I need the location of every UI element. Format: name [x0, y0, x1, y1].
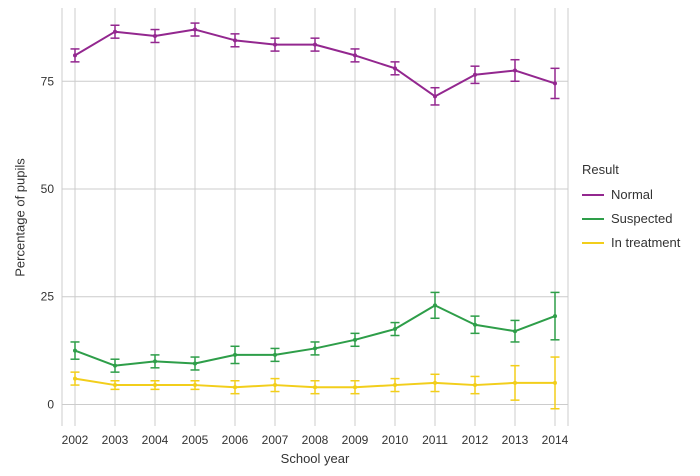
legend-item: Suspected [582, 211, 680, 226]
y-axis-title: Percentage of pupils [12, 158, 28, 277]
x-tick-label: 2002 [62, 433, 89, 447]
y-tick-label: 0 [47, 397, 54, 411]
legend-item-label: In treatment [611, 235, 681, 250]
y-tick-label: 25 [41, 290, 55, 304]
series-in-treatment [70, 356, 560, 410]
x-tick-label: 2013 [502, 433, 529, 447]
legend-item-label: Normal [611, 187, 653, 202]
x-tick-label: 2010 [382, 433, 409, 447]
legend-item: Normal [582, 187, 680, 202]
x-tick-label: 2005 [182, 433, 209, 447]
x-tick-label: 2014 [542, 433, 569, 447]
x-tick-label: 2009 [342, 433, 369, 447]
legend-items: Normal Suspected In treatment [582, 187, 680, 250]
y-tick-label: 75 [41, 74, 55, 88]
x-tick-label: 2007 [262, 433, 289, 447]
x-tick-label: 2008 [302, 433, 329, 447]
x-axis-title: School year [280, 451, 350, 466]
legend: Result Normal Suspected In treatment [582, 162, 680, 259]
legend-swatch-icon [582, 193, 604, 196]
x-tick-label: 2012 [462, 433, 489, 447]
y-tick-label: 50 [41, 182, 55, 196]
legend-item-label: Suspected [611, 211, 673, 226]
x-tick-label: 2006 [222, 433, 249, 447]
legend-swatch-icon [582, 241, 604, 244]
x-tick-label: 2004 [142, 433, 169, 447]
legend-swatch-icon [582, 217, 604, 220]
legend-title: Result [582, 162, 619, 177]
legend-item: In treatment [582, 235, 680, 250]
x-tick-label: 2003 [102, 433, 129, 447]
series-suspected [70, 291, 560, 373]
series-normal [70, 22, 560, 106]
x-tick-label: 2011 [422, 433, 448, 447]
